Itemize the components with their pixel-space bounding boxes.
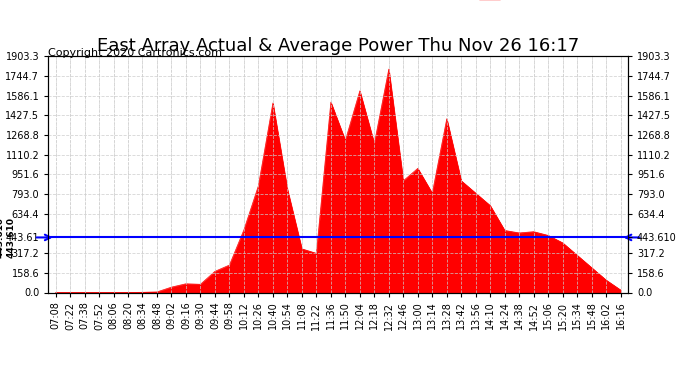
- Text: Copyright 2020 Cartronics.com: Copyright 2020 Cartronics.com: [48, 48, 222, 58]
- Text: 443.610: 443.610: [0, 217, 5, 258]
- Legend: Average(DC Watts), East Array(DC Watts): Average(DC Watts), East Array(DC Watts): [326, 0, 622, 4]
- Title: East Array Actual & Average Power Thu Nov 26 16:17: East Array Actual & Average Power Thu No…: [97, 37, 579, 55]
- Text: 443.610: 443.610: [7, 217, 16, 258]
